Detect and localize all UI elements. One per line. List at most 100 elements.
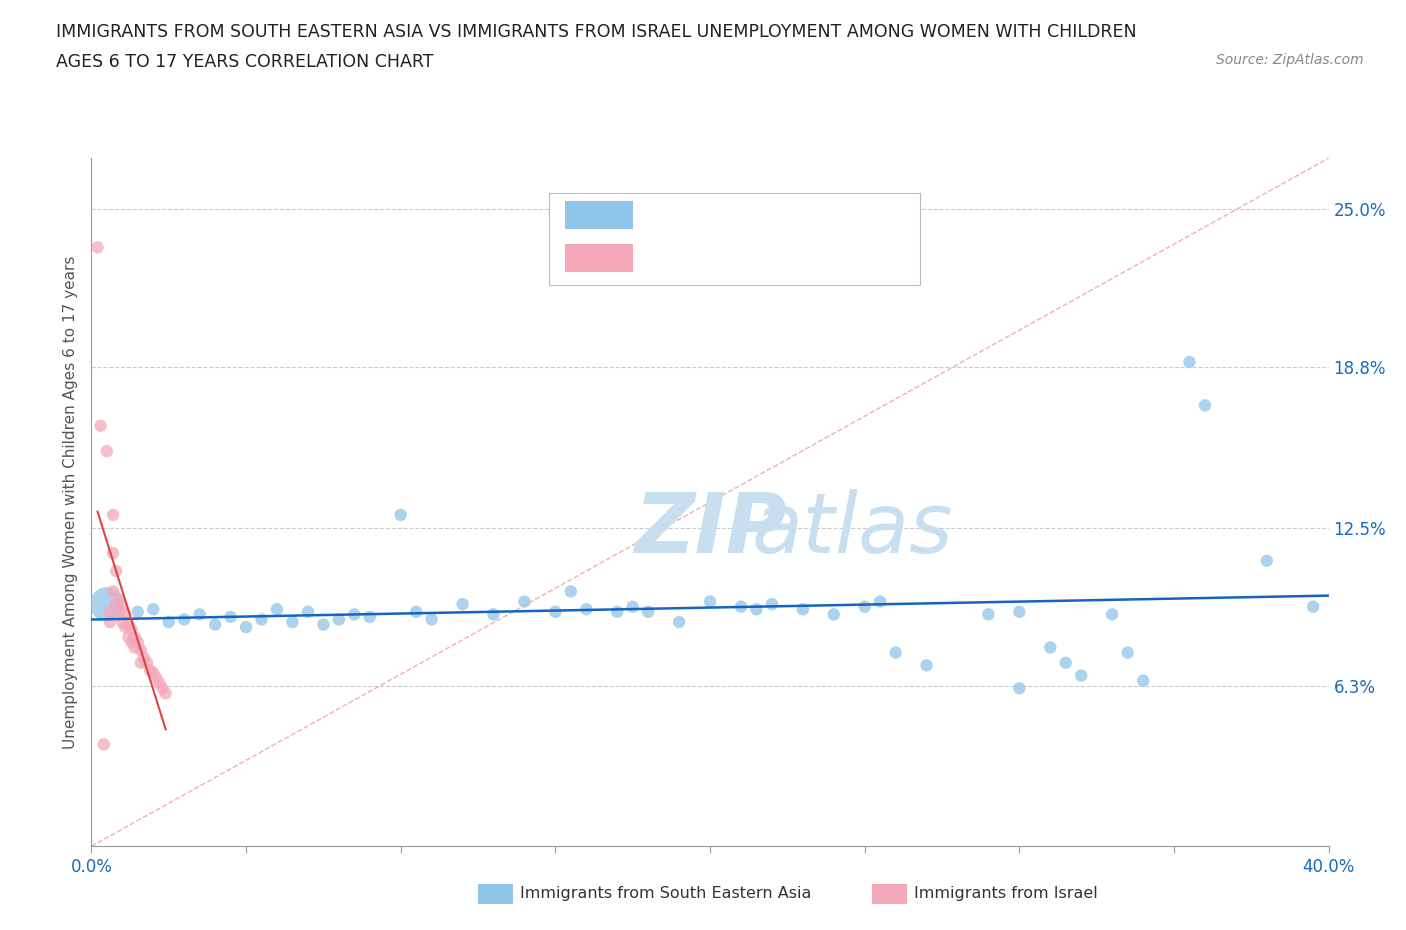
Point — [101, 584, 124, 599]
Point — [1039, 640, 1062, 655]
Point — [451, 597, 474, 612]
Point — [152, 681, 174, 696]
Point — [405, 604, 427, 619]
Point — [142, 602, 165, 617]
Point — [1008, 604, 1031, 619]
Point — [111, 615, 134, 630]
Point — [148, 676, 170, 691]
Point — [121, 635, 143, 650]
Point — [977, 607, 1000, 622]
Point — [606, 604, 628, 619]
Point — [127, 635, 149, 650]
Point — [114, 607, 136, 622]
Point — [173, 612, 195, 627]
Point — [1054, 656, 1077, 671]
Point — [359, 609, 381, 624]
Point — [575, 602, 598, 617]
Point — [328, 612, 350, 627]
Point — [1070, 668, 1092, 683]
Point — [281, 615, 304, 630]
Point — [297, 604, 319, 619]
Point — [111, 599, 134, 614]
Text: Immigrants from Israel: Immigrants from Israel — [914, 886, 1098, 901]
Point — [1178, 354, 1201, 369]
Text: -0.010: -0.010 — [716, 207, 773, 222]
Point — [124, 630, 146, 644]
Point — [235, 619, 257, 634]
Point — [884, 645, 907, 660]
Point — [699, 594, 721, 609]
Point — [142, 666, 165, 681]
Point — [132, 650, 155, 665]
Point — [792, 602, 814, 617]
Point — [101, 508, 124, 523]
Point — [1101, 607, 1123, 622]
Point — [127, 604, 149, 619]
Point — [204, 618, 226, 632]
Point — [219, 609, 242, 624]
Point — [139, 663, 162, 678]
FancyBboxPatch shape — [565, 245, 633, 272]
Point — [1302, 599, 1324, 614]
Text: Source: ZipAtlas.com: Source: ZipAtlas.com — [1216, 53, 1364, 67]
FancyBboxPatch shape — [550, 193, 921, 286]
Point — [155, 686, 177, 701]
Text: AGES 6 TO 17 YEARS CORRELATION CHART: AGES 6 TO 17 YEARS CORRELATION CHART — [56, 53, 433, 71]
Point — [621, 599, 644, 614]
Point — [853, 599, 876, 614]
Point — [1256, 553, 1278, 568]
Point — [136, 656, 159, 671]
Point — [124, 640, 146, 655]
Point — [108, 591, 131, 606]
Point — [343, 607, 366, 622]
Point — [250, 612, 273, 627]
Point — [1132, 673, 1154, 688]
Point — [560, 584, 582, 599]
Text: Immigrants from South Eastern Asia: Immigrants from South Eastern Asia — [520, 886, 811, 901]
Y-axis label: Unemployment Among Women with Children Ages 6 to 17 years: Unemployment Among Women with Children A… — [63, 256, 79, 749]
Text: R =: R = — [651, 207, 679, 222]
Point — [98, 604, 121, 619]
Point — [482, 607, 505, 622]
Point — [108, 604, 131, 619]
Point — [513, 594, 536, 609]
Point — [129, 643, 152, 658]
Point — [117, 630, 139, 644]
Point — [121, 622, 143, 637]
Point — [544, 604, 567, 619]
Point — [114, 619, 136, 634]
Point — [117, 618, 139, 632]
Point — [761, 597, 783, 612]
Point — [188, 607, 211, 622]
Point — [637, 604, 659, 619]
Point — [420, 612, 443, 627]
Point — [105, 564, 128, 578]
Point — [1116, 645, 1139, 660]
Point — [1008, 681, 1031, 696]
Text: 0.101: 0.101 — [716, 250, 766, 265]
Text: atlas: atlas — [751, 489, 953, 570]
Text: IMMIGRANTS FROM SOUTH EASTERN ASIA VS IMMIGRANTS FROM ISRAEL UNEMPLOYMENT AMONG : IMMIGRANTS FROM SOUTH EASTERN ASIA VS IM… — [56, 23, 1137, 41]
Point — [86, 240, 108, 255]
Point — [145, 671, 167, 685]
Text: R =: R = — [651, 250, 679, 265]
Point — [915, 658, 938, 672]
Point — [93, 737, 115, 751]
Point — [823, 607, 845, 622]
Point — [129, 656, 152, 671]
Point — [668, 615, 690, 630]
Point — [101, 546, 124, 561]
Point — [98, 615, 121, 630]
Point — [730, 599, 752, 614]
Point — [96, 597, 118, 612]
Text: ZIP: ZIP — [634, 489, 786, 570]
FancyBboxPatch shape — [565, 202, 633, 229]
Point — [1194, 398, 1216, 413]
Point — [312, 618, 335, 632]
Point — [266, 602, 288, 617]
Point — [745, 602, 768, 617]
Text: N = 53: N = 53 — [790, 207, 844, 222]
Point — [96, 444, 118, 458]
Point — [105, 597, 128, 612]
Point — [157, 615, 180, 630]
